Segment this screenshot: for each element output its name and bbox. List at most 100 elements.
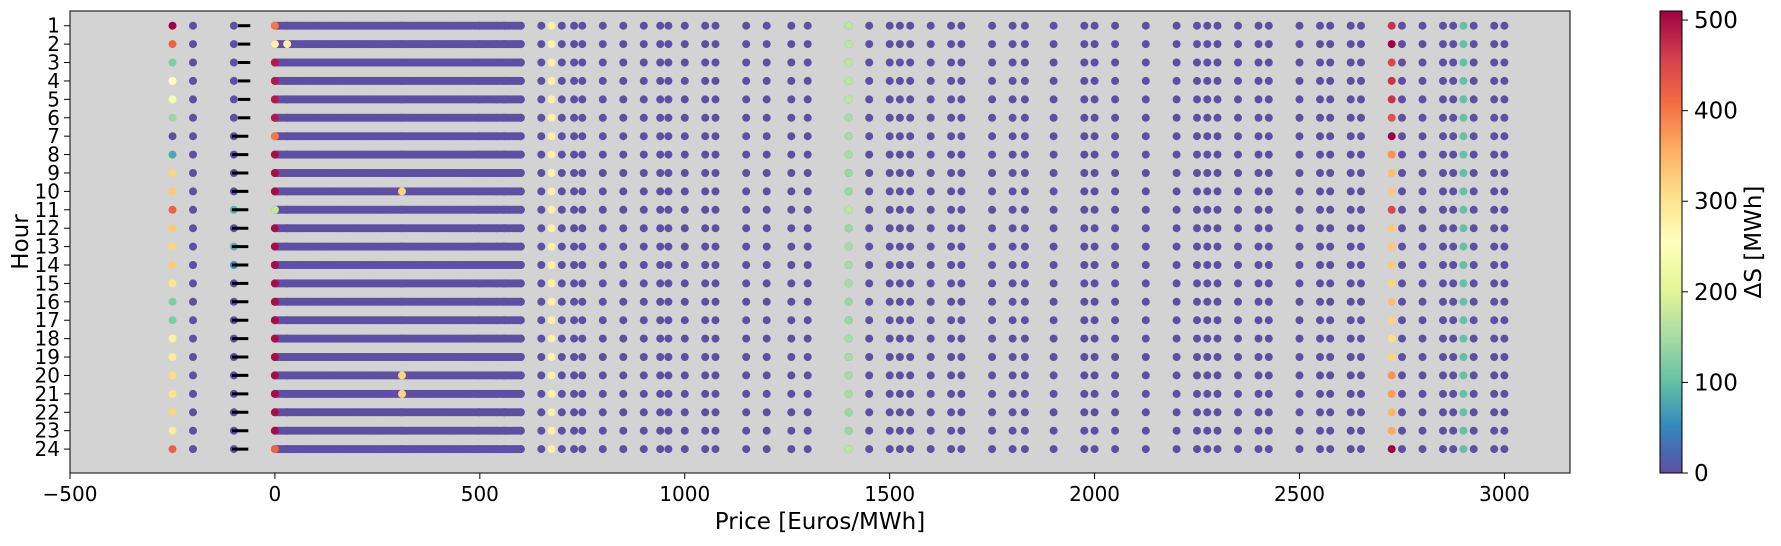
- scatter-point: [1141, 150, 1150, 159]
- scatter-point: [885, 242, 894, 251]
- scatter-point: [1254, 76, 1263, 85]
- scatter-point: [947, 334, 956, 343]
- scatter-point: [1172, 242, 1181, 251]
- scatter-point: [711, 187, 720, 196]
- scatter-point: [947, 205, 956, 214]
- scatter-point: [270, 389, 279, 398]
- scatter-point: [500, 426, 509, 435]
- scatter-point: [500, 95, 509, 104]
- scatter-point: [988, 205, 997, 214]
- scatter-point: [1111, 316, 1120, 325]
- scatter-point: [578, 371, 587, 380]
- scatter-point: [957, 150, 966, 159]
- scatter-point: [1193, 95, 1201, 104]
- scatter-point: [537, 261, 546, 269]
- scatter-point: [547, 150, 556, 159]
- scatter-point: [1008, 113, 1017, 122]
- scatter-point: [1418, 389, 1427, 398]
- dense-band-row-19: [270, 353, 525, 361]
- scatter-point: [885, 76, 894, 85]
- scatter-point: [270, 187, 279, 196]
- scatter-point: [398, 95, 406, 104]
- scatter-point: [1316, 95, 1324, 104]
- scatter-point: [1326, 408, 1335, 417]
- scatter-point: [189, 21, 197, 30]
- scatter-point: [1295, 21, 1304, 30]
- scatter-point: [885, 426, 894, 435]
- scatter-point: [762, 426, 771, 435]
- scatter-point: [639, 187, 648, 196]
- scatter-point: [680, 40, 689, 49]
- scatter-point: [537, 426, 546, 435]
- scatter-point: [557, 297, 566, 306]
- scatter-point: [1234, 389, 1242, 398]
- scatter-point: [557, 224, 566, 233]
- scatter-point: [680, 132, 689, 141]
- scatter-point: [1049, 316, 1058, 325]
- scatter-point: [1439, 353, 1447, 361]
- scatter-point: [570, 389, 579, 398]
- scatter-point: [270, 224, 279, 233]
- scatter-point: [570, 21, 579, 30]
- scatter-point: [1020, 187, 1029, 196]
- scatter-point: [1213, 76, 1222, 85]
- scatter-point: [283, 408, 292, 417]
- scatter-point: [598, 21, 607, 30]
- scatter-point: [1316, 371, 1324, 380]
- scatter-point: [1500, 242, 1509, 251]
- scatter-point: [547, 58, 556, 67]
- scatter-point: [619, 150, 628, 159]
- scatter-point: [1193, 40, 1201, 49]
- scatter-point: [1234, 58, 1242, 67]
- scatter-point: [492, 279, 501, 288]
- scatter-point: [906, 334, 915, 343]
- scatter-point: [1090, 316, 1099, 325]
- scatter-point: [844, 279, 853, 288]
- scatter-point: [475, 113, 484, 122]
- scatter-point: [1398, 261, 1406, 269]
- scatter-point: [1234, 261, 1242, 269]
- scatter-point: [1193, 242, 1201, 251]
- scatter-point: [906, 279, 915, 288]
- scatter-point: [1418, 132, 1427, 141]
- scatter-point: [492, 21, 501, 30]
- scatter-point: [1213, 353, 1222, 361]
- scatter-point: [1295, 279, 1304, 288]
- scatter-point: [742, 297, 751, 306]
- scatter-point: [1234, 205, 1242, 214]
- scatter-point: [1090, 242, 1099, 251]
- scatter-point: [680, 224, 689, 233]
- scatter-point: [957, 21, 966, 30]
- scatter-point: [1459, 297, 1468, 306]
- scatter-point: [1020, 334, 1029, 343]
- scatter-point: [1316, 150, 1324, 159]
- scatter-point: [578, 334, 587, 343]
- scatter-point: [1387, 353, 1396, 361]
- scatter-point: [680, 150, 689, 159]
- scatter-point: [926, 279, 935, 288]
- scatter-point: [492, 76, 501, 85]
- scatter-point: [1316, 261, 1324, 269]
- scatter-point: [1080, 389, 1089, 398]
- scatter-point: [957, 169, 966, 177]
- scatter-point: [1254, 169, 1263, 177]
- scatter-point: [762, 113, 771, 122]
- scatter-point: [906, 242, 915, 251]
- scatter-point: [547, 353, 556, 361]
- scatter-point: [1469, 205, 1478, 214]
- scatter-point: [1254, 187, 1263, 196]
- scatter-point: [500, 279, 509, 288]
- scatter-point: [680, 76, 689, 85]
- scatter-point: [926, 40, 935, 49]
- scatter-point: [1090, 40, 1099, 49]
- scatter-point: [906, 371, 915, 380]
- scatter-point: [1387, 389, 1396, 398]
- scatter-point: [570, 334, 579, 343]
- scatter-point: [270, 58, 279, 67]
- scatter-point: [639, 21, 648, 30]
- scatter-point: [1326, 279, 1335, 288]
- scatter-point: [906, 150, 915, 159]
- scatter-point: [1418, 205, 1427, 214]
- scatter-point: [492, 297, 501, 306]
- scatter-point: [1090, 95, 1099, 104]
